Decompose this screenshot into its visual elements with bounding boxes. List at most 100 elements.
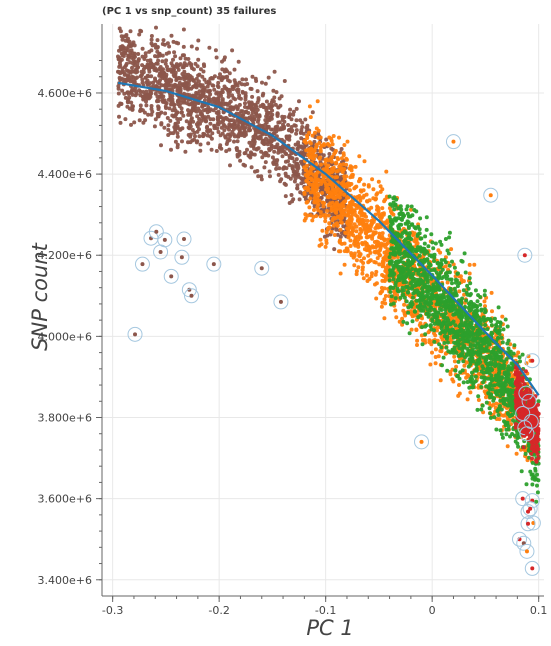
scatter-point-series-1 <box>305 213 310 218</box>
scatter-point-series-1 <box>348 244 353 248</box>
scatter-point-series-2 <box>466 364 471 369</box>
scatter-point-series-0 <box>279 126 284 131</box>
scatter-point-series-0 <box>140 46 145 51</box>
scatter-point-series-1 <box>324 230 329 235</box>
scatter-point-series-2 <box>489 323 494 328</box>
scatter-point-series-2 <box>470 377 475 382</box>
scatter-point-series-0 <box>230 93 235 98</box>
scatter-point-series-0 <box>151 64 156 69</box>
scatter-point-series-2 <box>398 295 403 300</box>
scatter-point-series-0 <box>169 33 174 38</box>
scatter-point-series-0 <box>165 41 170 46</box>
scatter-point-series-1 <box>358 177 363 182</box>
scatter-point-series-0 <box>235 139 240 144</box>
scatter-point-series-1 <box>397 319 402 324</box>
scatter-point-series-2 <box>502 419 506 424</box>
scatter-point-series-0 <box>225 139 230 144</box>
scatter-point-series-0 <box>198 93 203 98</box>
scatter-point-series-1 <box>311 150 316 155</box>
scatter-point-series-0 <box>294 128 299 133</box>
scatter-point-series-1 <box>415 338 420 343</box>
scatter-point-series-2 <box>424 227 429 232</box>
scatter-point-series-0 <box>179 101 184 105</box>
scatter-point-series-2 <box>442 341 447 345</box>
scatter-point-series-0 <box>256 174 261 179</box>
scatter-point-series-0 <box>220 59 224 64</box>
scatter-point-series-0 <box>171 69 175 74</box>
scatter-point-series-1 <box>370 234 375 239</box>
scatter-point-series-0 <box>170 63 175 68</box>
scatter-point-series-0 <box>155 94 160 99</box>
scatter-point-series-0 <box>282 79 287 83</box>
scatter-point-series-0 <box>240 109 245 114</box>
scatter-point-series-1 <box>335 223 340 228</box>
scatter-point-series-0 <box>256 96 261 101</box>
scatter-point-series-0 <box>260 80 264 85</box>
scatter-point-series-1 <box>310 133 315 138</box>
scatter-point-series-0 <box>163 61 168 66</box>
scatter-point-series-0 <box>137 32 142 37</box>
scatter-point-series-0 <box>208 107 213 112</box>
scatter-point-series-1 <box>338 162 343 167</box>
scatter-point-series-1 <box>435 338 440 343</box>
scatter-point-series-1 <box>361 276 366 281</box>
scatter-point-series-0 <box>175 145 180 150</box>
scatter-point-series-0 <box>231 107 235 112</box>
scatter-point-series-1 <box>349 217 354 222</box>
scatter-point-series-0 <box>193 84 198 89</box>
scatter-point-series-1 <box>362 212 367 217</box>
scatter-point-series-1 <box>346 204 351 209</box>
scatter-point-series-1 <box>313 192 318 197</box>
scatter-point-series-1 <box>324 157 329 162</box>
scatter-point-series-0 <box>117 114 121 119</box>
scatter-point-series-1 <box>364 192 369 197</box>
scatter-point-series-1 <box>468 390 473 395</box>
scatter-point-series-2 <box>450 327 455 332</box>
scatter-point-series-0 <box>145 78 150 83</box>
scatter-point-series-0 <box>279 149 283 154</box>
scatter-point-series-0 <box>125 90 130 95</box>
scatter-point-series-0 <box>338 234 343 239</box>
scatter-point-series-0 <box>321 153 326 158</box>
scatter-point-series-1 <box>318 237 323 242</box>
scatter-point-series-1 <box>331 134 336 138</box>
scatter-point-series-2 <box>420 342 425 347</box>
scatter-point-series-0 <box>136 52 141 56</box>
scatter-point-series-0 <box>223 134 228 139</box>
scatter-point-series-1 <box>445 280 450 285</box>
scatter-point-series-1 <box>467 262 472 267</box>
scatter-point-series-0 <box>197 134 202 139</box>
scatter-point-series-1 <box>452 359 457 364</box>
scatter-point-series-0 <box>240 77 245 82</box>
scatter-point-series-0 <box>241 162 246 167</box>
scatter-point-series-1 <box>371 219 376 224</box>
scatter-point-series-1 <box>457 391 462 396</box>
scatter-point-series-1 <box>374 196 378 201</box>
scatter-point-series-2 <box>460 296 465 301</box>
scatter-point-series-2 <box>461 359 466 364</box>
scatter-point-series-0 <box>176 41 181 46</box>
scatter-point-series-1 <box>516 350 521 355</box>
scatter-point-series-2 <box>450 259 454 264</box>
scatter-point-series-1 <box>365 199 369 204</box>
scatter-point-series-0 <box>118 120 123 125</box>
scatter-point-series-2 <box>473 374 478 379</box>
scatter-point-series-1 <box>370 177 375 182</box>
scatter-point-series-1 <box>325 195 330 199</box>
scatter-point-series-0 <box>195 46 199 51</box>
scatter-point-series-0 <box>123 117 128 122</box>
scatter-point-series-0 <box>286 123 291 127</box>
scatter-point-series-0 <box>335 232 340 237</box>
scatter-point-series-0 <box>324 137 329 142</box>
scatter-point-series-0 <box>256 135 261 140</box>
scatter-point-series-0 <box>212 87 217 92</box>
scatter-point-series-0 <box>119 34 124 39</box>
scatter-point-series-2 <box>494 427 499 432</box>
scatter-point-series-1 <box>500 314 505 319</box>
scatter-point-series-2 <box>519 469 524 474</box>
scatter-point-series-1 <box>346 210 351 215</box>
scatter-point-series-0 <box>275 112 280 116</box>
scatter-point-series-0 <box>250 94 255 99</box>
scatter-point-series-1 <box>451 379 456 384</box>
